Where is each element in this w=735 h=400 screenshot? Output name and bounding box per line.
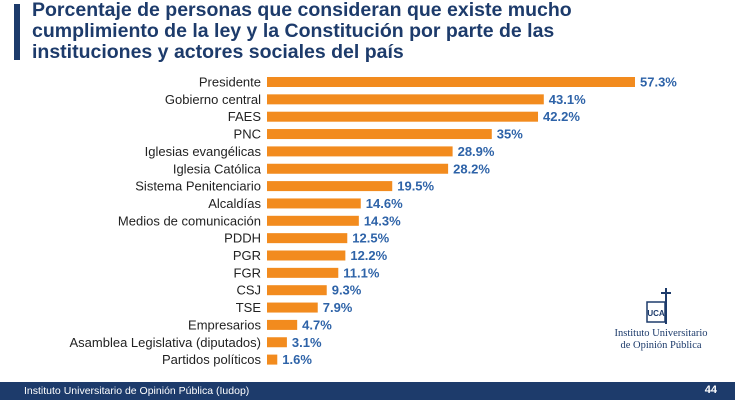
footer-text: Instituto Universitario de Opinión Públi… <box>24 385 250 397</box>
bar <box>267 250 346 261</box>
value-label: 14.3% <box>364 213 401 228</box>
logo-text: Instituto Universitario de Opinión Públi… <box>606 328 716 352</box>
value-label: 35% <box>497 127 523 142</box>
page-number: 44 <box>704 384 717 396</box>
category-label: Alcaldías <box>208 196 261 211</box>
category-label: FAES <box>228 109 262 124</box>
value-label: 4.7% <box>302 317 332 332</box>
category-label: PNC <box>234 127 261 142</box>
category-label: Medios de comunicación <box>118 213 261 228</box>
category-label: CSJ <box>236 283 261 298</box>
category-label: Gobierno central <box>165 92 261 107</box>
value-label: 14.6% <box>366 196 403 211</box>
value-label: 19.5% <box>397 179 434 194</box>
bar <box>267 233 348 244</box>
bar <box>267 354 278 365</box>
iudop-logo: UCA Instituto Universitario de Opinión P… <box>606 286 716 352</box>
bar <box>267 319 298 330</box>
value-label: 57.3% <box>640 75 677 90</box>
value-label: 11.1% <box>343 265 380 280</box>
bar <box>267 77 635 87</box>
value-label: 42.2% <box>543 109 580 124</box>
bar <box>267 198 361 209</box>
value-label: 12.2% <box>350 248 387 263</box>
value-label: 3.1% <box>292 335 322 350</box>
bar <box>267 285 327 296</box>
bar <box>267 215 359 226</box>
chart-title: Porcentaje de personas que consideran qu… <box>32 0 722 63</box>
category-label: TSE <box>236 300 262 315</box>
category-label: FGR <box>234 265 261 280</box>
value-label: 7.9% <box>323 300 353 315</box>
bar <box>267 94 544 105</box>
category-label: Partidos políticos <box>162 352 261 367</box>
footer-bar: Instituto Universitario de Opinión Públi… <box>0 382 735 400</box>
title-line-2: cumplimiento de la ley y la Constitución… <box>32 20 555 42</box>
title-accent-bar <box>14 4 20 60</box>
value-label: 28.9% <box>458 144 495 159</box>
category-label: Iglesia Católica <box>173 161 262 176</box>
bar <box>267 337 287 348</box>
category-label: PDDH <box>224 231 261 246</box>
category-label: Iglesias evangélicas <box>145 144 262 159</box>
category-label: Empresarios <box>188 317 261 332</box>
bar <box>267 146 453 157</box>
value-label: 43.1% <box>549 92 586 107</box>
logo-mark-text: UCA <box>647 309 665 318</box>
category-label: Asamblea Legislativa (diputados) <box>70 335 262 350</box>
title-line-3: instituciones y actores sociales del paí… <box>32 41 404 63</box>
value-label: 28.2% <box>453 161 490 176</box>
category-label: PGR <box>233 248 261 263</box>
bar <box>267 163 449 174</box>
value-label: 1.6% <box>282 352 312 367</box>
value-label: 9.3% <box>332 283 362 298</box>
bar <box>267 181 393 192</box>
logo-line-2: de Opinión Pública <box>620 340 702 351</box>
bar <box>267 267 339 278</box>
bar <box>267 302 318 313</box>
bar <box>267 129 492 140</box>
uca-logo-icon: UCA <box>646 288 671 324</box>
category-label: Presidente <box>199 75 261 90</box>
bar-chart: Presidente 57.3% Gobierno central 43.1% FAES… <box>70 75 678 368</box>
bar <box>267 111 539 122</box>
category-label: Sistema Penitenciario <box>135 179 261 194</box>
title-line-1: Porcentaje de personas que consideran qu… <box>32 0 572 21</box>
logo-line-1: Instituto Universitario <box>614 328 708 339</box>
value-label: 12.5% <box>352 231 389 246</box>
